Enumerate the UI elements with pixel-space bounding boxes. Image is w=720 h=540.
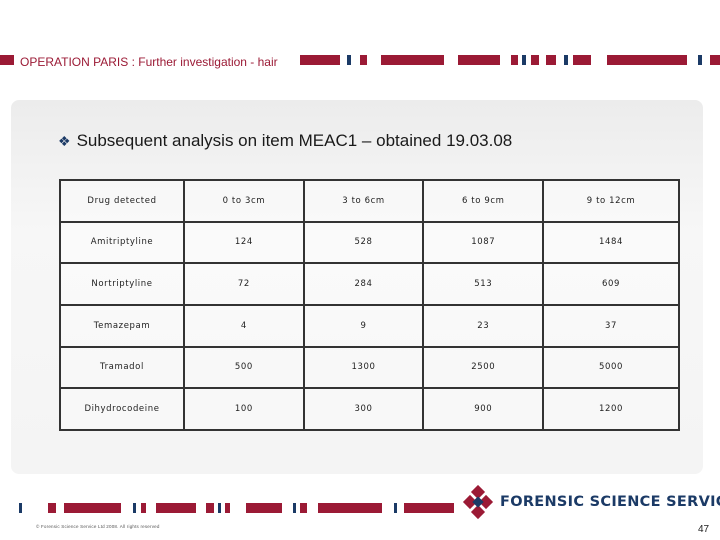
table-row: Tramadol 500 1300 2500 5000 — [59, 345, 680, 390]
table-header-cell: 9 to 12cm — [542, 179, 680, 223]
table-cell: 37 — [542, 303, 680, 348]
drug-results-table: Drug detected 0 to 3cm 3 to 6cm 6 to 9cm… — [59, 179, 680, 431]
table-header-cell: Drug detected — [59, 179, 185, 223]
drug-name-cell: Temazepam — [59, 303, 185, 348]
table-cell: 5000 — [542, 345, 680, 390]
table-cell: 9 — [302, 303, 425, 348]
table-header-cell: 3 to 6cm — [302, 179, 425, 223]
table-cell: 513 — [422, 262, 545, 306]
drug-name-cell: Nortriptyline — [59, 262, 185, 306]
table-header-cell: 0 to 3cm — [183, 179, 305, 223]
drug-name-cell: Tramadol — [59, 345, 185, 390]
table-header-cell: 6 to 9cm — [422, 179, 545, 223]
table-cell: 1484 — [542, 220, 680, 265]
table-header-row: Drug detected 0 to 3cm 3 to 6cm 6 to 9cm… — [59, 179, 680, 223]
table-row: Amitriptyline 124 528 1087 1484 — [59, 220, 680, 265]
subtitle-text: Subsequent analysis on item MEAC1 – obta… — [76, 131, 513, 150]
table-cell: 23 — [422, 303, 545, 348]
table-cell: 900 — [422, 387, 545, 431]
table-cell: 1087 — [422, 220, 545, 265]
table-cell: 100 — [183, 387, 305, 431]
table-cell: 2500 — [422, 345, 545, 390]
table-cell: 4 — [183, 303, 305, 348]
logo-text: FORENSIC SCIENCE SERVICE — [500, 494, 720, 510]
table-cell: 284 — [302, 262, 425, 306]
table-cell: 528 — [302, 220, 425, 265]
table-cell: 124 — [183, 220, 305, 265]
copyright-notice: © Forensic Science Service Ltd 2008. All… — [36, 524, 160, 529]
page-number: 47 — [698, 524, 710, 535]
table-row: Temazepam 4 9 23 37 — [59, 303, 680, 348]
drug-name-cell: Dihydrocodeine — [59, 387, 185, 431]
slide-header-title: OPERATION PARIS : Further investigation … — [20, 55, 284, 69]
table-cell: 609 — [542, 262, 680, 306]
table-row: Dihydrocodeine 100 300 900 1200 — [59, 387, 680, 431]
footer-stripe — [0, 503, 455, 513]
drug-name-cell: Amitriptyline — [59, 220, 185, 265]
diamond-bullet-icon: ❖ — [58, 133, 71, 149]
table-cell: 1200 — [542, 387, 680, 431]
table-row: Nortriptyline 72 284 513 609 — [59, 262, 680, 306]
fss-diamond-logo-icon — [462, 485, 494, 520]
table-cell: 500 — [183, 345, 305, 390]
slide-subtitle: ❖ Subsequent analysis on item MEAC1 – obt… — [58, 131, 512, 151]
table-cell: 300 — [302, 387, 425, 431]
table-cell: 1300 — [302, 345, 425, 390]
fss-logo: FORENSIC SCIENCE SERVICE — [462, 485, 720, 521]
header-stripe — [0, 55, 720, 65]
table-cell: 72 — [183, 262, 305, 306]
